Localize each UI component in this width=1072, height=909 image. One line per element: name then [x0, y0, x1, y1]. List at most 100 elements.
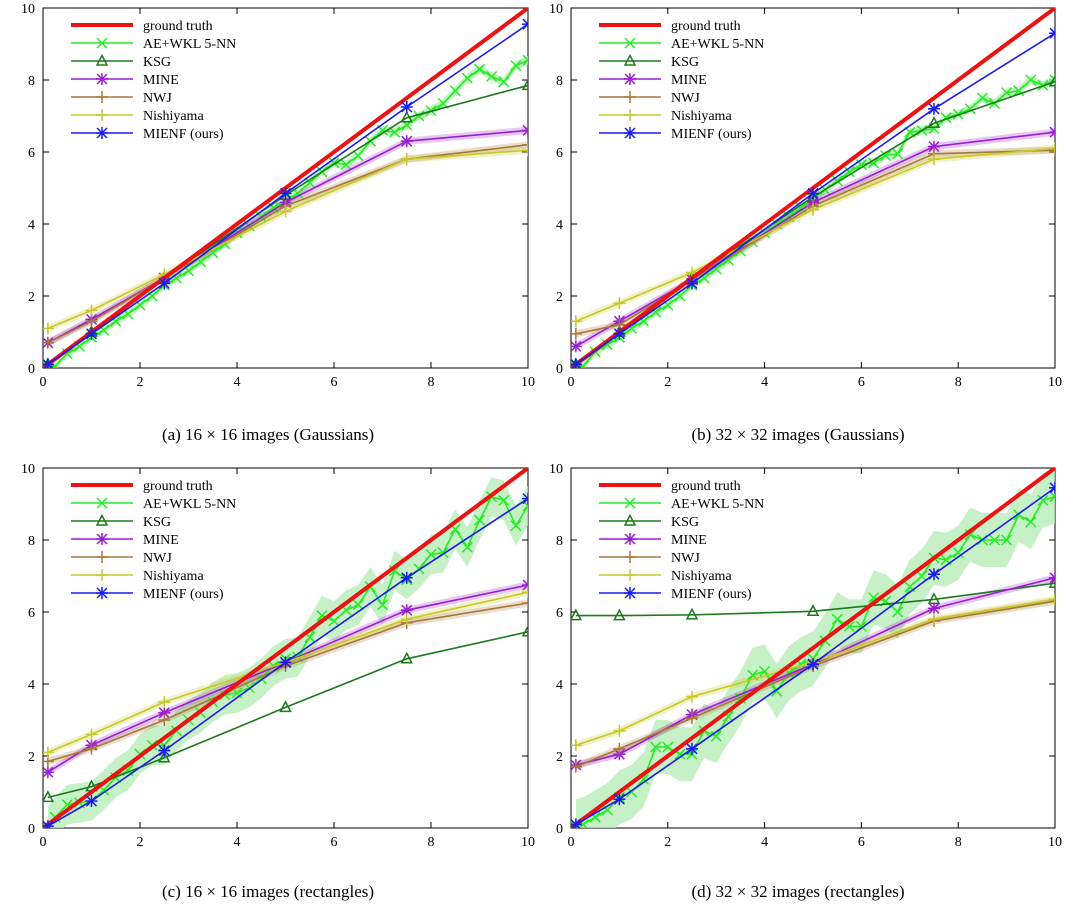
x-tick-label: 6 — [858, 835, 865, 850]
point-ae — [831, 613, 843, 625]
point-ksg — [400, 110, 413, 123]
point-ksg — [521, 624, 528, 637]
x-tick-label: 10 — [1048, 375, 1062, 390]
legend-marker-nwj — [96, 91, 108, 103]
point-ae — [498, 494, 510, 506]
legend-label-gt: ground truth — [671, 479, 741, 494]
point-ae — [952, 547, 964, 559]
point-mienf — [522, 18, 528, 31]
series-line-ksg — [575, 582, 1055, 617]
point-mienf — [522, 492, 528, 505]
series-line-nishi — [47, 591, 528, 754]
band-nishi — [47, 588, 528, 756]
x-tick-label: 8 — [955, 835, 962, 850]
legend-label-nishi: Nishiyama — [671, 569, 732, 584]
point-nwj — [85, 742, 98, 755]
y-tick-label: 0 — [556, 822, 563, 837]
point-ae — [1013, 85, 1025, 97]
legend-label-gt: ground truth — [143, 19, 213, 34]
plot-area — [571, 8, 1055, 368]
x-tick-label: 10 — [521, 835, 535, 850]
x-tick-label: 0 — [568, 375, 575, 390]
point-nishi — [928, 613, 940, 626]
point-mienf — [1049, 27, 1055, 40]
legend-marker-nwj — [624, 551, 636, 563]
point-nishi — [400, 613, 413, 626]
point-ae — [170, 272, 182, 284]
series-line-nishi — [575, 147, 1055, 322]
legend-label-ae: AE+WKL 5-NN — [671, 37, 764, 52]
legend-marker-nishi — [96, 569, 108, 581]
plot-area — [43, 468, 528, 828]
point-nishi — [522, 586, 528, 599]
point-ae — [880, 150, 892, 162]
point-nishi — [85, 728, 98, 741]
point-nishi — [522, 144, 528, 157]
point-ae — [340, 159, 352, 171]
point-ae — [352, 150, 364, 162]
x-tick-label: 4 — [234, 835, 241, 850]
y-tick-label: 2 — [556, 750, 563, 765]
series-line-mine — [47, 584, 528, 773]
point-nishi — [1049, 142, 1055, 155]
legend-label-mienf: MIENF (ours) — [671, 587, 752, 602]
series-line-gt — [43, 468, 528, 828]
legend-label-ae: AE+WKL 5-NN — [143, 37, 236, 52]
point-mienf — [43, 358, 54, 368]
x-tick-label: 8 — [428, 835, 435, 850]
plot-area — [43, 8, 528, 368]
point-mienf — [43, 820, 54, 828]
point-ae — [413, 110, 425, 122]
point-nishi — [571, 315, 582, 328]
x-tick-label: 0 — [568, 835, 575, 850]
legend-label-mienf: MIENF (ours) — [143, 587, 224, 602]
point-nishi — [43, 322, 54, 335]
legend-label-nwj: NWJ — [143, 91, 172, 106]
x-tick-label: 8 — [955, 375, 962, 390]
y-tick-label: 0 — [28, 362, 35, 377]
point-ae — [976, 92, 988, 104]
point-nishi — [807, 203, 819, 216]
point-nwj — [571, 760, 582, 773]
point-ae — [510, 60, 522, 72]
series-line-nwj — [575, 149, 1055, 335]
y-tick-label: 6 — [28, 606, 35, 621]
series-line-nishi — [575, 598, 1055, 746]
point-ksg — [571, 608, 583, 621]
point-ae — [498, 76, 510, 88]
point-mine — [43, 766, 54, 779]
point-ae — [376, 599, 389, 611]
legend-label-gt: ground truth — [143, 479, 213, 494]
point-ae — [916, 570, 928, 582]
legend-marker-nwj — [96, 551, 108, 563]
point-ae — [473, 514, 486, 526]
point-ksg — [158, 750, 171, 763]
x-tick-label: 2 — [137, 835, 144, 850]
legend-label-nishi: Nishiyama — [671, 109, 732, 124]
point-mienf — [807, 658, 819, 671]
legend-marker-ae — [96, 37, 108, 49]
point-mienf — [400, 101, 413, 113]
legend-marker-mienf — [624, 587, 636, 599]
point-ae — [650, 741, 662, 753]
legend-marker-mine — [96, 533, 108, 545]
series-line-mienf — [575, 32, 1055, 366]
caption-b: (b) 32 × 32 images (Gaussians) — [691, 425, 905, 444]
point-ae — [988, 534, 1001, 546]
point-ae — [892, 606, 904, 618]
point-ksg — [521, 78, 528, 91]
point-nishi — [1049, 593, 1055, 606]
point-nishi — [400, 153, 413, 166]
x-tick-label: 0 — [40, 375, 47, 390]
legend-label-mine: MINE — [671, 533, 707, 548]
point-mienf — [400, 571, 413, 584]
point-ae — [843, 166, 855, 178]
point-mienf — [571, 358, 582, 368]
legend-label-ksg: KSG — [671, 515, 699, 530]
point-ae — [449, 85, 461, 97]
point-ae — [1049, 491, 1055, 503]
x-tick-label: 2 — [664, 375, 671, 390]
point-mienf — [571, 818, 582, 828]
point-ae — [662, 741, 674, 753]
chart-panel-b: 0 2 4 6 8 10 0 2 4 6 8 10 ground truth AE+WKL 5-NN KSG… — [549, 2, 1062, 390]
